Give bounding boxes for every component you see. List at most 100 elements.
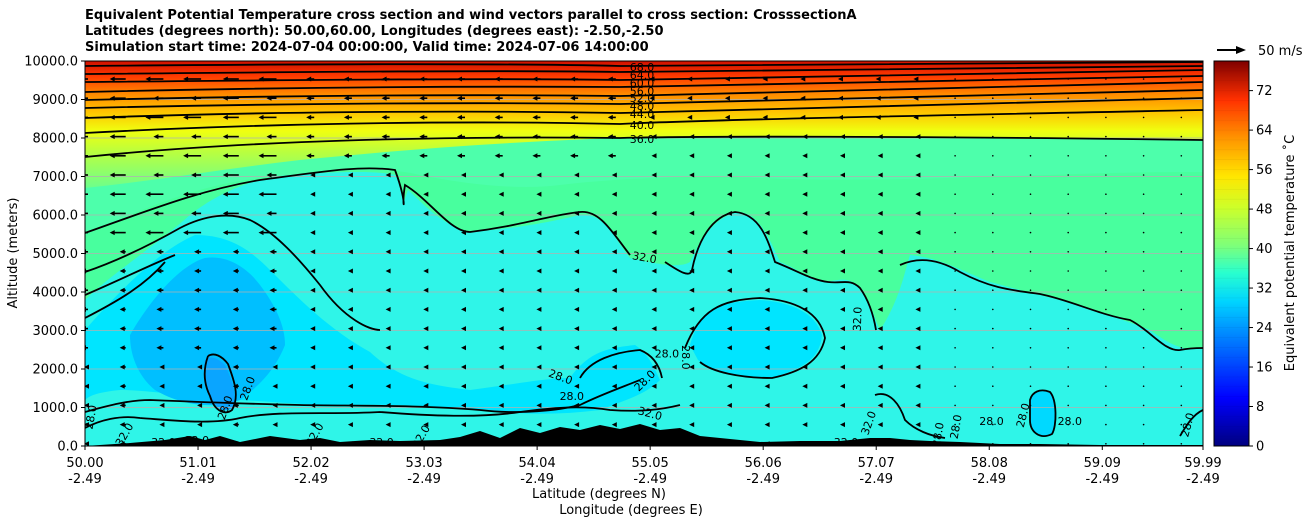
wind-vector-dot: [1067, 135, 1069, 138]
wind-vector-dot: [1067, 251, 1069, 253]
contour-line: [85, 135, 1203, 158]
y-tick-label: 9000.0: [33, 93, 79, 108]
wind-vector-head: [70, 77, 75, 82]
wind-vector-head: [266, 210, 272, 216]
contour-line: [684, 297, 826, 379]
wind-vector-head: [194, 326, 200, 332]
wind-vector-head: [726, 210, 732, 216]
wind-vector-head: [536, 172, 542, 178]
wind-vector-head: [232, 326, 238, 332]
wind-vector-head: [119, 345, 125, 351]
wind-vector-dot: [1105, 135, 1107, 138]
x-tick-label-lat: 54.04: [519, 456, 556, 471]
wind-vector-dot: [1142, 78, 1145, 80]
contour-label: 28.0: [655, 348, 680, 361]
wind-vector-dot: [1180, 231, 1183, 234]
wind-vector-dot: [1180, 155, 1183, 157]
x-tick-label-lat: 56.06: [745, 456, 782, 471]
wind-vector-head: [343, 76, 349, 82]
wind-vector-head: [461, 422, 466, 428]
contour-line: [85, 214, 381, 331]
wind-vector-dot: [1029, 270, 1032, 272]
wind-vector-head: [532, 153, 538, 159]
wind-vector-dot: [1067, 155, 1069, 157]
wind-vector-head: [764, 134, 770, 140]
wind-vector-dot: [1142, 270, 1145, 272]
wind-vector-head: [877, 402, 883, 408]
x-tick-label-lat: 58.08: [971, 456, 1008, 471]
wind-vector-head: [875, 95, 881, 101]
wind-vector-head: [159, 364, 165, 370]
wind-vector-head: [419, 95, 425, 101]
wind-vector-head: [877, 230, 883, 236]
x-tick-label-lat: 55.05: [632, 456, 669, 471]
wind-vector-head: [191, 134, 197, 140]
wind-vector-head: [840, 249, 845, 255]
wind-vector-head: [840, 422, 845, 428]
wind-vector-head: [802, 383, 808, 389]
wind-vector-head: [611, 287, 617, 293]
wind-vector-head: [607, 114, 613, 120]
wind-vector-head: [689, 268, 695, 274]
wind-vector-head: [915, 326, 921, 332]
wind-vector-head: [347, 230, 353, 236]
wind-vector-head: [119, 287, 125, 293]
wind-vector-head: [498, 422, 504, 428]
wind-vector-head: [915, 422, 921, 428]
wind-vector-head: [461, 345, 466, 351]
wind-vector-head: [494, 114, 500, 120]
x-tick-label-lat: 50.00: [66, 456, 103, 471]
wind-vector-dot: [1067, 174, 1069, 176]
wind-vector-head: [611, 326, 617, 332]
wind-vector-dot: [1142, 404, 1145, 407]
wind-vector-head: [838, 95, 843, 101]
wind-vector-head: [461, 402, 466, 408]
contour-line: [85, 65, 1203, 75]
wind-vector-head: [915, 230, 921, 236]
wind-vector-head: [840, 134, 845, 140]
wind-vector-head: [194, 306, 200, 312]
wind-vector-head: [877, 326, 883, 332]
wind-vector-head: [724, 114, 730, 120]
wind-vector-dot: [1142, 289, 1145, 292]
wind-vector-dot: [1180, 443, 1183, 445]
wind-vector-head: [689, 134, 695, 140]
wind-vector-head: [457, 114, 462, 120]
wind-vector-dot: [1029, 347, 1032, 349]
wind-vector-dot: [992, 251, 994, 253]
wind-vector-dot: [1180, 135, 1183, 138]
contour-label: 36.0: [630, 133, 655, 146]
wind-vector-head: [877, 153, 883, 159]
wind-vector-head: [574, 402, 580, 408]
wind-vector-dot: [992, 308, 994, 311]
wind-vector-head: [381, 76, 387, 82]
wind-vector-head: [689, 210, 695, 216]
wind-vector-head: [269, 287, 275, 293]
wind-vector-head: [385, 210, 391, 216]
wind-vector-head: [536, 230, 542, 236]
wind-vector-head: [159, 422, 165, 428]
wind-vector-head: [802, 268, 808, 274]
wind-vector-head: [611, 230, 617, 236]
wind-vector-dot: [1067, 97, 1069, 99]
wind-vector-dot: [954, 423, 956, 426]
wind-vector-dot: [1142, 327, 1145, 330]
wind-vector-head: [726, 422, 732, 428]
wind-vector-head: [536, 268, 542, 274]
wind-vector-dot: [1180, 174, 1183, 176]
fill-cyan-mid: [690, 300, 822, 378]
wind-vector-head: [222, 134, 228, 140]
wind-vector-head: [840, 210, 845, 216]
wind-vector-dot: [1105, 327, 1107, 330]
contour-line: [85, 261, 166, 319]
contour-label: 28.0: [83, 404, 100, 430]
wind-vector-head: [306, 95, 312, 101]
wind-vector-dot: [1180, 404, 1183, 407]
x-tick-label-lon: -2.49: [181, 472, 215, 487]
wind-vector-head: [119, 249, 125, 255]
wind-vector-head: [877, 134, 883, 140]
wind-vector-head: [85, 364, 89, 370]
contour-lines: [85, 61, 1203, 439]
wind-reference-key: 50 m/s: [1217, 44, 1303, 59]
wind-vector-head: [498, 345, 504, 351]
